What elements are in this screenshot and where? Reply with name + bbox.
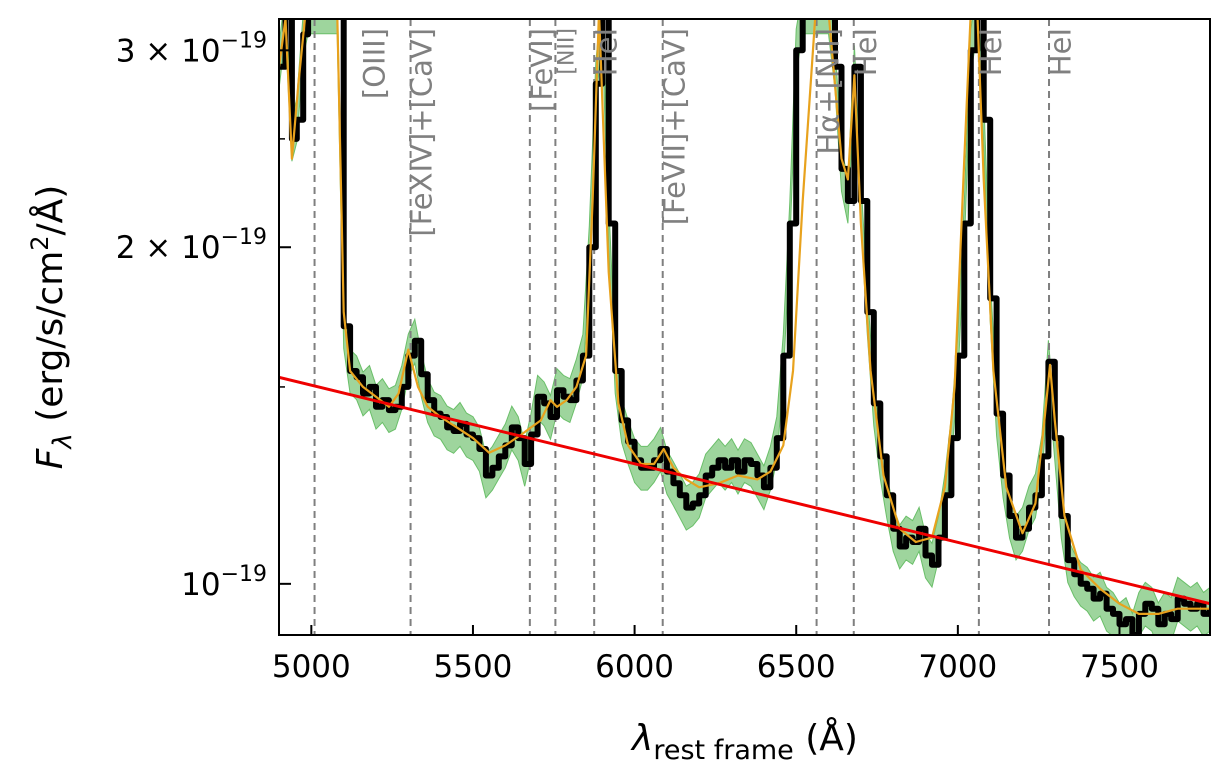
y-tick-label: 10−19 [181,562,267,603]
y-tick-label: 2 × 10−19 [116,225,267,266]
emission-line-label: HeI [849,28,883,76]
emission-line-label: HeI [974,28,1008,76]
x-axis-title-main: λ [630,718,653,759]
continuum-layer [279,375,1210,606]
y-axis-title-sup: 2 [26,235,54,250]
y-tick-label: 3 × 10−19 [116,28,267,69]
x-axis-ticks: 5000 5500 6000 6500 7000 7500 [272,625,1159,685]
emission-line-label: [OIII] [358,28,392,99]
emission-line-label: [FeVII]+[CaV] [658,28,692,225]
x-tick-label: 6000 [595,649,674,685]
emission-line-label: HeI [590,28,624,76]
x-tick-label: 6500 [757,649,836,685]
y-axis-ticks: 10−19 2 × 10−19 3 × 10−19 [116,28,291,636]
emission-line-labels: [FeXIV]+[CaV] [OIII] [FeVI][NII] HeI [FeVII]… [358,28,1078,237]
x-tick-label: 5000 [272,649,351,685]
x-tick-label: 7000 [918,649,997,685]
x-tick-label: 5500 [434,649,513,685]
y-axis-title-unit: (erg/s/cm [30,251,71,434]
emission-line-label: [NII] [554,28,579,75]
x-axis-title-sub: rest frame [653,735,793,766]
y-axis-title: Fλ (erg/s/cm2/Å) [26,185,78,470]
y-axis-title-sub: λ [48,433,78,450]
error-band-layer [279,19,1210,635]
y-axis-title-tail: /Å) [28,185,71,236]
error-band [279,19,1210,635]
continuum-line [279,375,1210,606]
x-axis-title-unit: (Å) [794,716,858,759]
plot-frame [278,18,1211,636]
emission-line-label: [FeVI] [525,28,559,112]
model-fit-line [279,19,1210,615]
x-tick-label: 7500 [1080,649,1159,685]
emission-line-label: HeI [1044,28,1078,76]
x-axis-title: λrest frame (Å) [630,716,858,766]
emission-line-label: Hα+[NII] [812,28,846,155]
emission-line-label: [FeXIV]+[CaV] [404,28,438,237]
y-axis-title-main: F [30,447,71,469]
plot-area [279,19,1210,635]
